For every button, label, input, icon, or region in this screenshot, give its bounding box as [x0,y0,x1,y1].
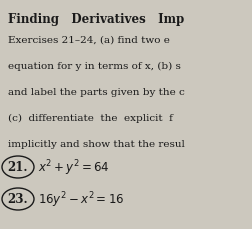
Text: $x^{2} + y^{2} = 64$: $x^{2} + y^{2} = 64$ [38,158,109,177]
Text: and label the parts given by the c: and label the parts given by the c [8,88,184,97]
Text: equation for y in terms of x, (b) s: equation for y in terms of x, (b) s [8,62,180,71]
Text: Finding   Derivatives   Imp: Finding Derivatives Imp [8,13,183,26]
Text: (c)  differentiate  the  explicit  f: (c) differentiate the explicit f [8,114,172,123]
Text: implicitly and show that the resul: implicitly and show that the resul [8,139,184,148]
Text: $16y^{2} − x^{2} = 16$: $16y^{2} − x^{2} = 16$ [38,189,124,209]
Text: 21.: 21. [8,161,28,174]
Text: Exercises 21–24, (a) find two e: Exercises 21–24, (a) find two e [8,36,169,45]
Text: 23.: 23. [8,193,28,206]
